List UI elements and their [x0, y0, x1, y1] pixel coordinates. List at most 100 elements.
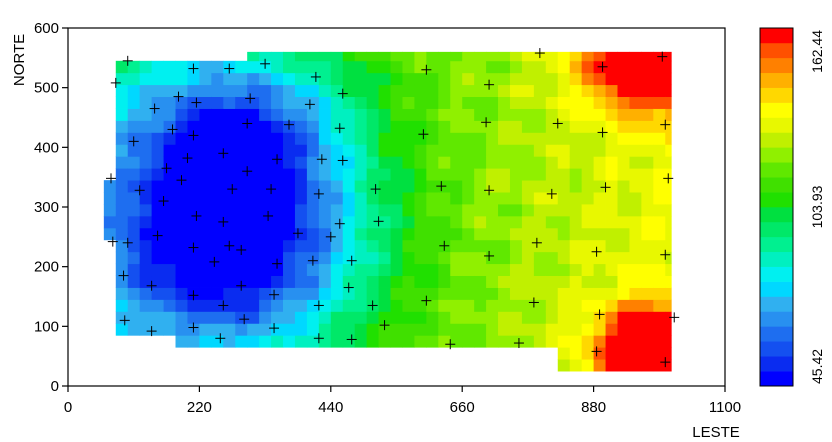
heatmap-cell	[498, 204, 511, 217]
heatmap-cell	[581, 311, 594, 324]
heatmap-cell	[151, 132, 164, 145]
heatmap-cell	[259, 108, 272, 121]
sample-point	[316, 154, 327, 165]
sample-point	[188, 130, 199, 141]
heatmap-cell	[378, 215, 391, 229]
heatmap-cell	[366, 132, 379, 145]
sample-point	[379, 320, 390, 331]
sample-point	[591, 246, 602, 257]
heatmap-cell	[498, 311, 511, 324]
heatmap-cell	[486, 335, 499, 348]
heatmap-cell	[306, 263, 320, 277]
heatmap-cell	[474, 275, 487, 288]
heatmap-cell	[426, 215, 439, 229]
heatmap-cell	[259, 144, 272, 157]
heatmap-cell	[569, 359, 583, 372]
heatmap-cell	[127, 251, 141, 265]
heatmap-cell	[474, 299, 487, 312]
heatmap-cell	[115, 144, 129, 157]
heatmap-cell	[223, 323, 236, 336]
heatmap-cell	[235, 215, 248, 229]
heatmap-cell	[665, 227, 672, 241]
heatmap-cell	[474, 323, 487, 336]
heatmap-cell	[235, 323, 248, 336]
heatmap-cell	[414, 72, 427, 86]
sample-point	[266, 184, 277, 195]
colorbar-label: 103.93	[809, 185, 825, 228]
heatmap-cell	[653, 132, 666, 145]
heatmap-cell	[306, 144, 320, 157]
heatmap-cell	[390, 204, 403, 217]
heatmap-cell	[581, 299, 594, 312]
colorbar-label: 45.42	[809, 349, 825, 384]
heatmap-cell	[318, 51, 332, 62]
heatmap-cell	[402, 263, 415, 277]
heatmap-cell	[199, 275, 212, 288]
heatmap-cell	[283, 204, 296, 217]
heatmap-cell	[127, 156, 141, 169]
heatmap-cell	[438, 263, 451, 277]
heatmap-cell	[438, 51, 451, 62]
heatmap-cell	[653, 108, 666, 121]
heatmap-cell	[426, 168, 439, 181]
heatmap-cell	[474, 84, 487, 98]
heatmap-cell	[390, 96, 403, 109]
heatmap-cell	[247, 72, 260, 86]
heatmap-cell	[557, 204, 571, 217]
heatmap-cell	[366, 60, 379, 74]
heatmap-cell	[199, 239, 212, 253]
heatmap-cell	[283, 335, 296, 348]
heatmap-cell	[569, 144, 583, 157]
heatmap-cell	[450, 132, 463, 145]
heatmap-cell	[462, 323, 475, 336]
heatmap-cell	[175, 144, 188, 157]
heatmap-cell	[163, 60, 176, 74]
heatmap-cell	[342, 323, 356, 336]
heatmap-cell	[139, 120, 153, 133]
heatmap-cell	[569, 51, 583, 62]
heatmap-cell	[629, 60, 642, 74]
heatmap-cell	[450, 335, 463, 348]
heatmap-cell	[342, 180, 356, 193]
heatmap-cell	[259, 215, 272, 229]
heatmap-cell	[354, 72, 368, 86]
heatmap-cell	[486, 227, 499, 241]
heatmap-cell	[605, 108, 618, 121]
sample-point	[239, 314, 250, 325]
heatmap-cell	[306, 132, 320, 145]
heatmap-cell	[271, 96, 284, 109]
heatmap-cell	[569, 168, 583, 181]
heatmap-cell	[557, 132, 571, 145]
heatmap-cell	[426, 180, 439, 193]
sample-point	[215, 333, 226, 344]
colorbar-swatch	[760, 87, 793, 103]
heatmap-cell	[378, 263, 391, 277]
heatmap-cell	[115, 168, 129, 181]
heatmap-cell	[163, 120, 176, 133]
colorbar-swatch	[760, 28, 793, 44]
heatmap-cell	[581, 132, 594, 145]
heatmap-cell	[545, 239, 559, 253]
heatmap-cell	[569, 311, 583, 324]
heatmap-cell	[474, 60, 487, 74]
sample-point	[269, 289, 280, 300]
colorbar-swatch	[760, 281, 793, 297]
sample-point	[107, 236, 118, 247]
heatmap-cell	[402, 311, 415, 324]
heatmap-cell	[605, 84, 618, 98]
heatmap-cell	[199, 168, 212, 181]
colorbar-swatch	[760, 207, 793, 223]
heatmap-cell	[247, 335, 260, 348]
heatmap-cell	[509, 51, 523, 62]
heatmap-cell	[509, 239, 523, 253]
heatmap-cell	[306, 299, 320, 312]
heatmap-cell	[545, 96, 559, 109]
heatmap-cell	[330, 192, 344, 205]
heatmap-cell	[211, 287, 224, 300]
heatmap-cell	[665, 192, 672, 205]
heatmap-cell	[545, 299, 559, 312]
heatmap-cell	[366, 108, 379, 121]
heatmap-cell	[641, 132, 654, 145]
heatmap-cell	[426, 192, 439, 205]
heatmap-cell	[318, 156, 332, 169]
